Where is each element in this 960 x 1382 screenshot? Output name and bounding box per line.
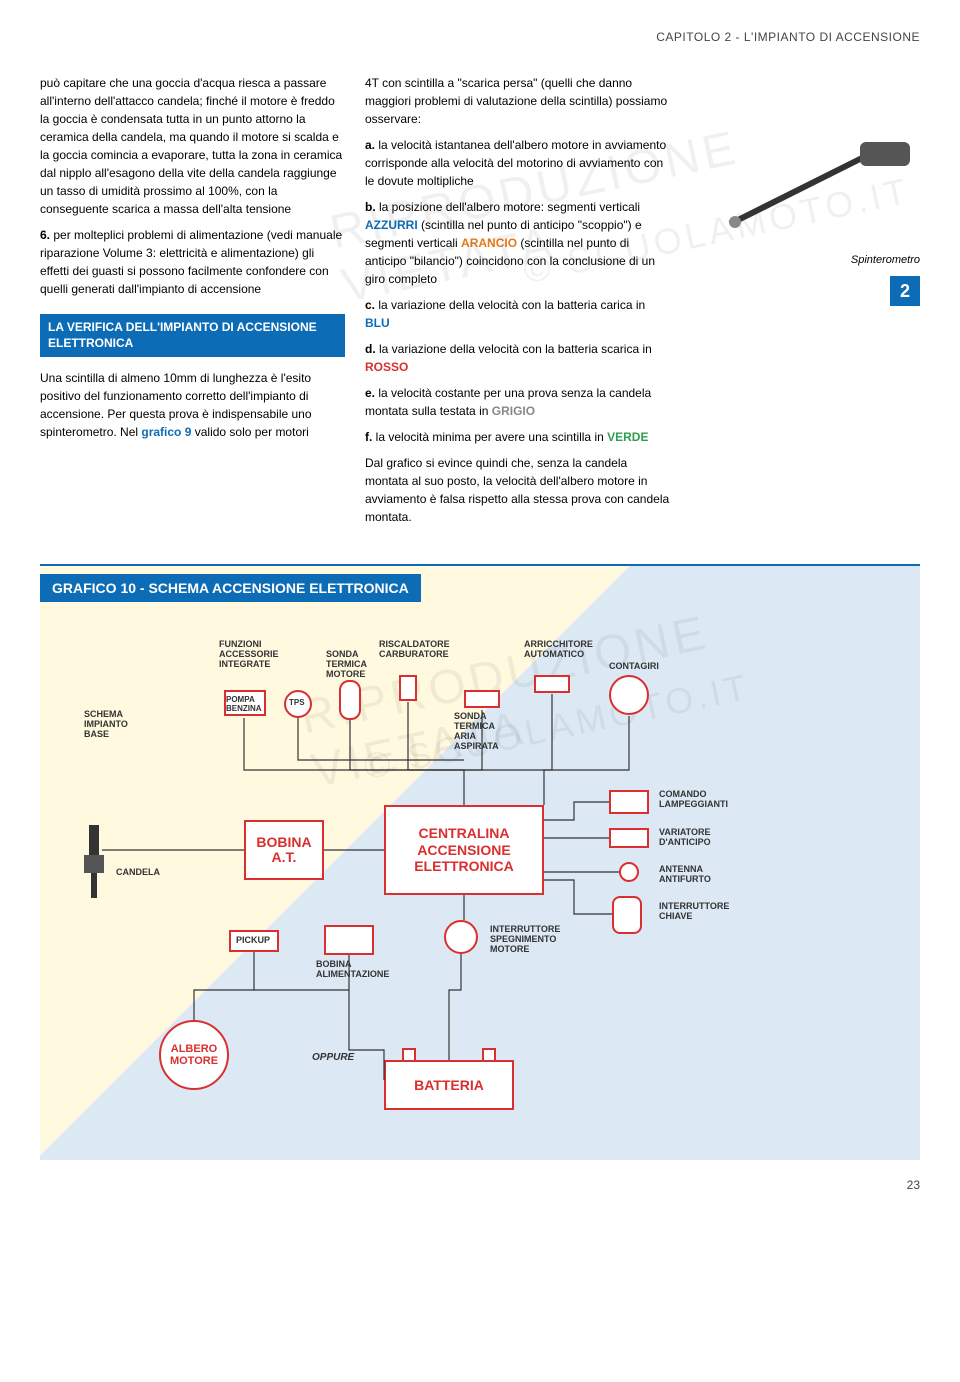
list-text: la posizione dell'albero motore: segment… [376, 200, 640, 214]
chapter-header: CAPITOLO 2 - L'IMPIANTO DI ACCENSIONE [40, 30, 920, 44]
label-sonda-motore: SONDA TERMICA MOTORE [326, 650, 376, 680]
highlight-grigio: GRIGIO [492, 404, 535, 418]
label-oppure: OPPURE [312, 1052, 354, 1063]
image-caption: Spinterometro [690, 254, 920, 266]
node-sonda-aria [464, 690, 500, 708]
list-letter: b. [365, 200, 376, 214]
label-candela: CANDELA [116, 868, 160, 878]
node-variatore [609, 828, 649, 848]
label-variatore: VARIATORE D'ANTICIPO [659, 828, 729, 848]
node-sonda-motore [339, 680, 361, 720]
body-text-span: valido solo per motori [191, 425, 308, 439]
section-heading: LA VERIFICA DELL'IMPIANTO DI ACCENSIONE … [40, 314, 345, 357]
label-pompa: POMPA BENZINA [226, 696, 266, 714]
node-interr-chiave [612, 896, 642, 934]
label-riscaldatore: RISCALDATORE CARBURATORE [379, 640, 449, 660]
chapter-tab: 2 [890, 276, 920, 306]
list-item: a. la velocità istantanea dell'albero mo… [365, 136, 670, 190]
list-number: 6. [40, 228, 50, 242]
node-antenna [619, 862, 639, 882]
list-text: la variazione della velocità con la batt… [375, 298, 645, 312]
label-arricchitore: ARRICCHITORE AUTOMATICO [524, 640, 594, 660]
body-text: 6. per molteplici problemi di alimentazi… [40, 226, 345, 298]
label-interr-spegn: INTERRUTTORE SPEGNIMENTO MOTORE [490, 925, 570, 955]
node-albero: ALBERO MOTORE [159, 1020, 229, 1090]
list-item: c. la variazione della velocità con la b… [365, 296, 670, 332]
highlight-verde: VERDE [607, 430, 648, 444]
label-bobina-alim: BOBINA ALIMENTAZIONE [316, 960, 386, 980]
list-text: per molteplici problemi di alimentazione… [40, 228, 342, 296]
label-comando-lamp: COMANDO LAMPEGGIANTI [659, 790, 739, 810]
body-text: Dal grafico si evince quindi che, senza … [365, 454, 670, 526]
label-tps: TPS [289, 699, 305, 708]
label-antenna: ANTENNA ANTIFURTO [659, 865, 729, 885]
body-text: Una scintilla di almeno 10mm di lunghezz… [40, 369, 345, 441]
list-item: f. la velocità minima per avere una scin… [365, 428, 670, 446]
label-pickup: PICKUP [236, 936, 270, 946]
highlight-rosso: ROSSO [365, 360, 408, 374]
node-bobina-at: BOBINA A.T. [244, 820, 324, 880]
list-text: la velocità minima per avere una scintil… [372, 430, 607, 444]
grafico-title: GRAFICO 10 - SCHEMA ACCENSIONE ELETTRONI… [40, 574, 421, 602]
label-sonda-aria: SONDA TERMICA ARIA ASPIRATA [454, 712, 514, 752]
label-interr-chiave: INTERRUTTORE CHIAVE [659, 902, 739, 922]
node-bobina-alim [324, 925, 374, 955]
list-letter: a. [365, 138, 375, 152]
node-batteria: BATTERIA [384, 1060, 514, 1110]
node-riscaldatore [399, 675, 417, 701]
grafico-10-box: GRAFICO 10 - SCHEMA ACCENSIONE ELETTRONI… [40, 564, 920, 1160]
highlight-blu: BLU [365, 316, 390, 330]
grafico-ref: grafico 9 [141, 425, 191, 439]
node-contagiri [609, 675, 649, 715]
label-schema-base: SCHEMA IMPIANTO BASE [84, 710, 144, 740]
diagram: SCHEMA IMPIANTO BASE FUNZIONI ACCESSORIE… [54, 620, 906, 1140]
candela-icon [69, 820, 119, 910]
body-text: 4T con scintilla a "scarica persa" (quel… [365, 74, 670, 128]
column-center: 4T con scintilla a "scarica persa" (quel… [365, 74, 670, 534]
body-text: può capitare che una goccia d'acqua ries… [40, 74, 345, 218]
list-item: b. la posizione dell'albero motore: segm… [365, 198, 670, 288]
list-letter: c. [365, 298, 375, 312]
highlight-arancio: ARANCIO [461, 236, 517, 250]
list-text: la variazione della velocità con la batt… [376, 342, 652, 356]
list-text: la velocità istantanea dell'albero motor… [365, 138, 666, 188]
node-comando-lamp [609, 790, 649, 814]
batteria-terminal [402, 1048, 416, 1060]
page-number: 23 [40, 1178, 920, 1192]
list-item: e. la velocità costante per una prova se… [365, 384, 670, 420]
column-right: Spinterometro 2 [690, 74, 920, 534]
node-centralina: CENTRALINA ACCENSIONE ELETTRONICA [384, 805, 544, 895]
list-letter: d. [365, 342, 376, 356]
node-interr-spegn [444, 920, 478, 954]
label-contagiri: CONTAGIRI [609, 662, 659, 672]
list-letter: e. [365, 386, 375, 400]
label-funzioni: FUNZIONI ACCESSORIE INTEGRATE [219, 640, 289, 670]
spinterometro-image [720, 124, 920, 244]
column-left: può capitare che una goccia d'acqua ries… [40, 74, 345, 534]
batteria-terminal [482, 1048, 496, 1060]
node-arricchitore [534, 675, 570, 693]
highlight-azzurri: AZZURRI [365, 218, 418, 232]
list-item: d. la variazione della velocità con la b… [365, 340, 670, 376]
